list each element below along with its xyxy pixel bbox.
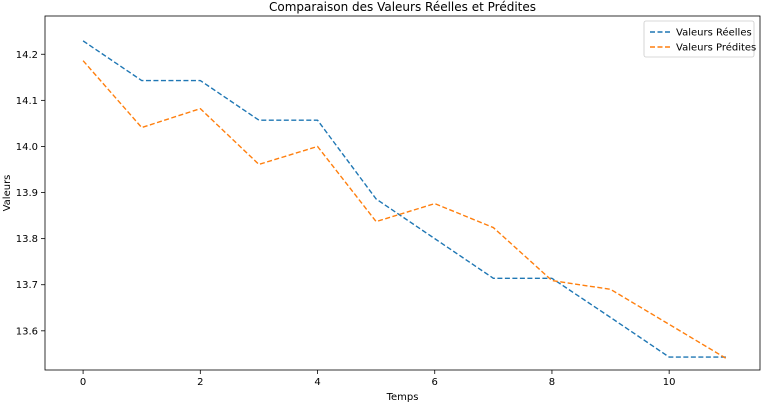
x-tick-label: 8 [549, 377, 555, 388]
y-tick-label: 13.6 [16, 326, 38, 337]
y-tick-label: 14.0 [16, 142, 38, 153]
y-tick-label: 13.8 [16, 234, 38, 245]
chart-title: Comparaison des Valeurs Réelles et Prédi… [269, 0, 536, 14]
plot-frame [44, 15, 761, 371]
y-tick-label: 13.7 [16, 280, 38, 291]
legend-label: Valeurs Prédites [676, 42, 756, 54]
legend-box [643, 20, 755, 58]
legend: Valeurs Réelles Valeurs Prédites [643, 20, 756, 58]
series-line-1 [82, 40, 728, 358]
y-tick-label: 14.2 [16, 50, 38, 61]
y-tick-label: 13.9 [16, 188, 38, 199]
x-tick-label: 0 [80, 377, 86, 388]
x-tick-label: 6 [432, 377, 438, 388]
y-axis-ticks: 13.6 13.7 13.8 13.9 14.0 14.1 14.2 [16, 50, 45, 337]
x-axis-title: Temps [386, 392, 419, 403]
legend-label: Valeurs Réelles [676, 27, 752, 39]
x-tick-label: 10 [663, 377, 676, 388]
y-tick-label: 14.1 [16, 96, 38, 107]
plot-lines [82, 40, 729, 361]
x-axis-ticks: 0 2 4 6 8 10 [80, 370, 676, 388]
series-line-2 [82, 60, 729, 361]
x-tick-label: 2 [197, 377, 203, 388]
y-axis-title: Valeurs [2, 175, 13, 212]
x-tick-label: 4 [314, 377, 320, 388]
